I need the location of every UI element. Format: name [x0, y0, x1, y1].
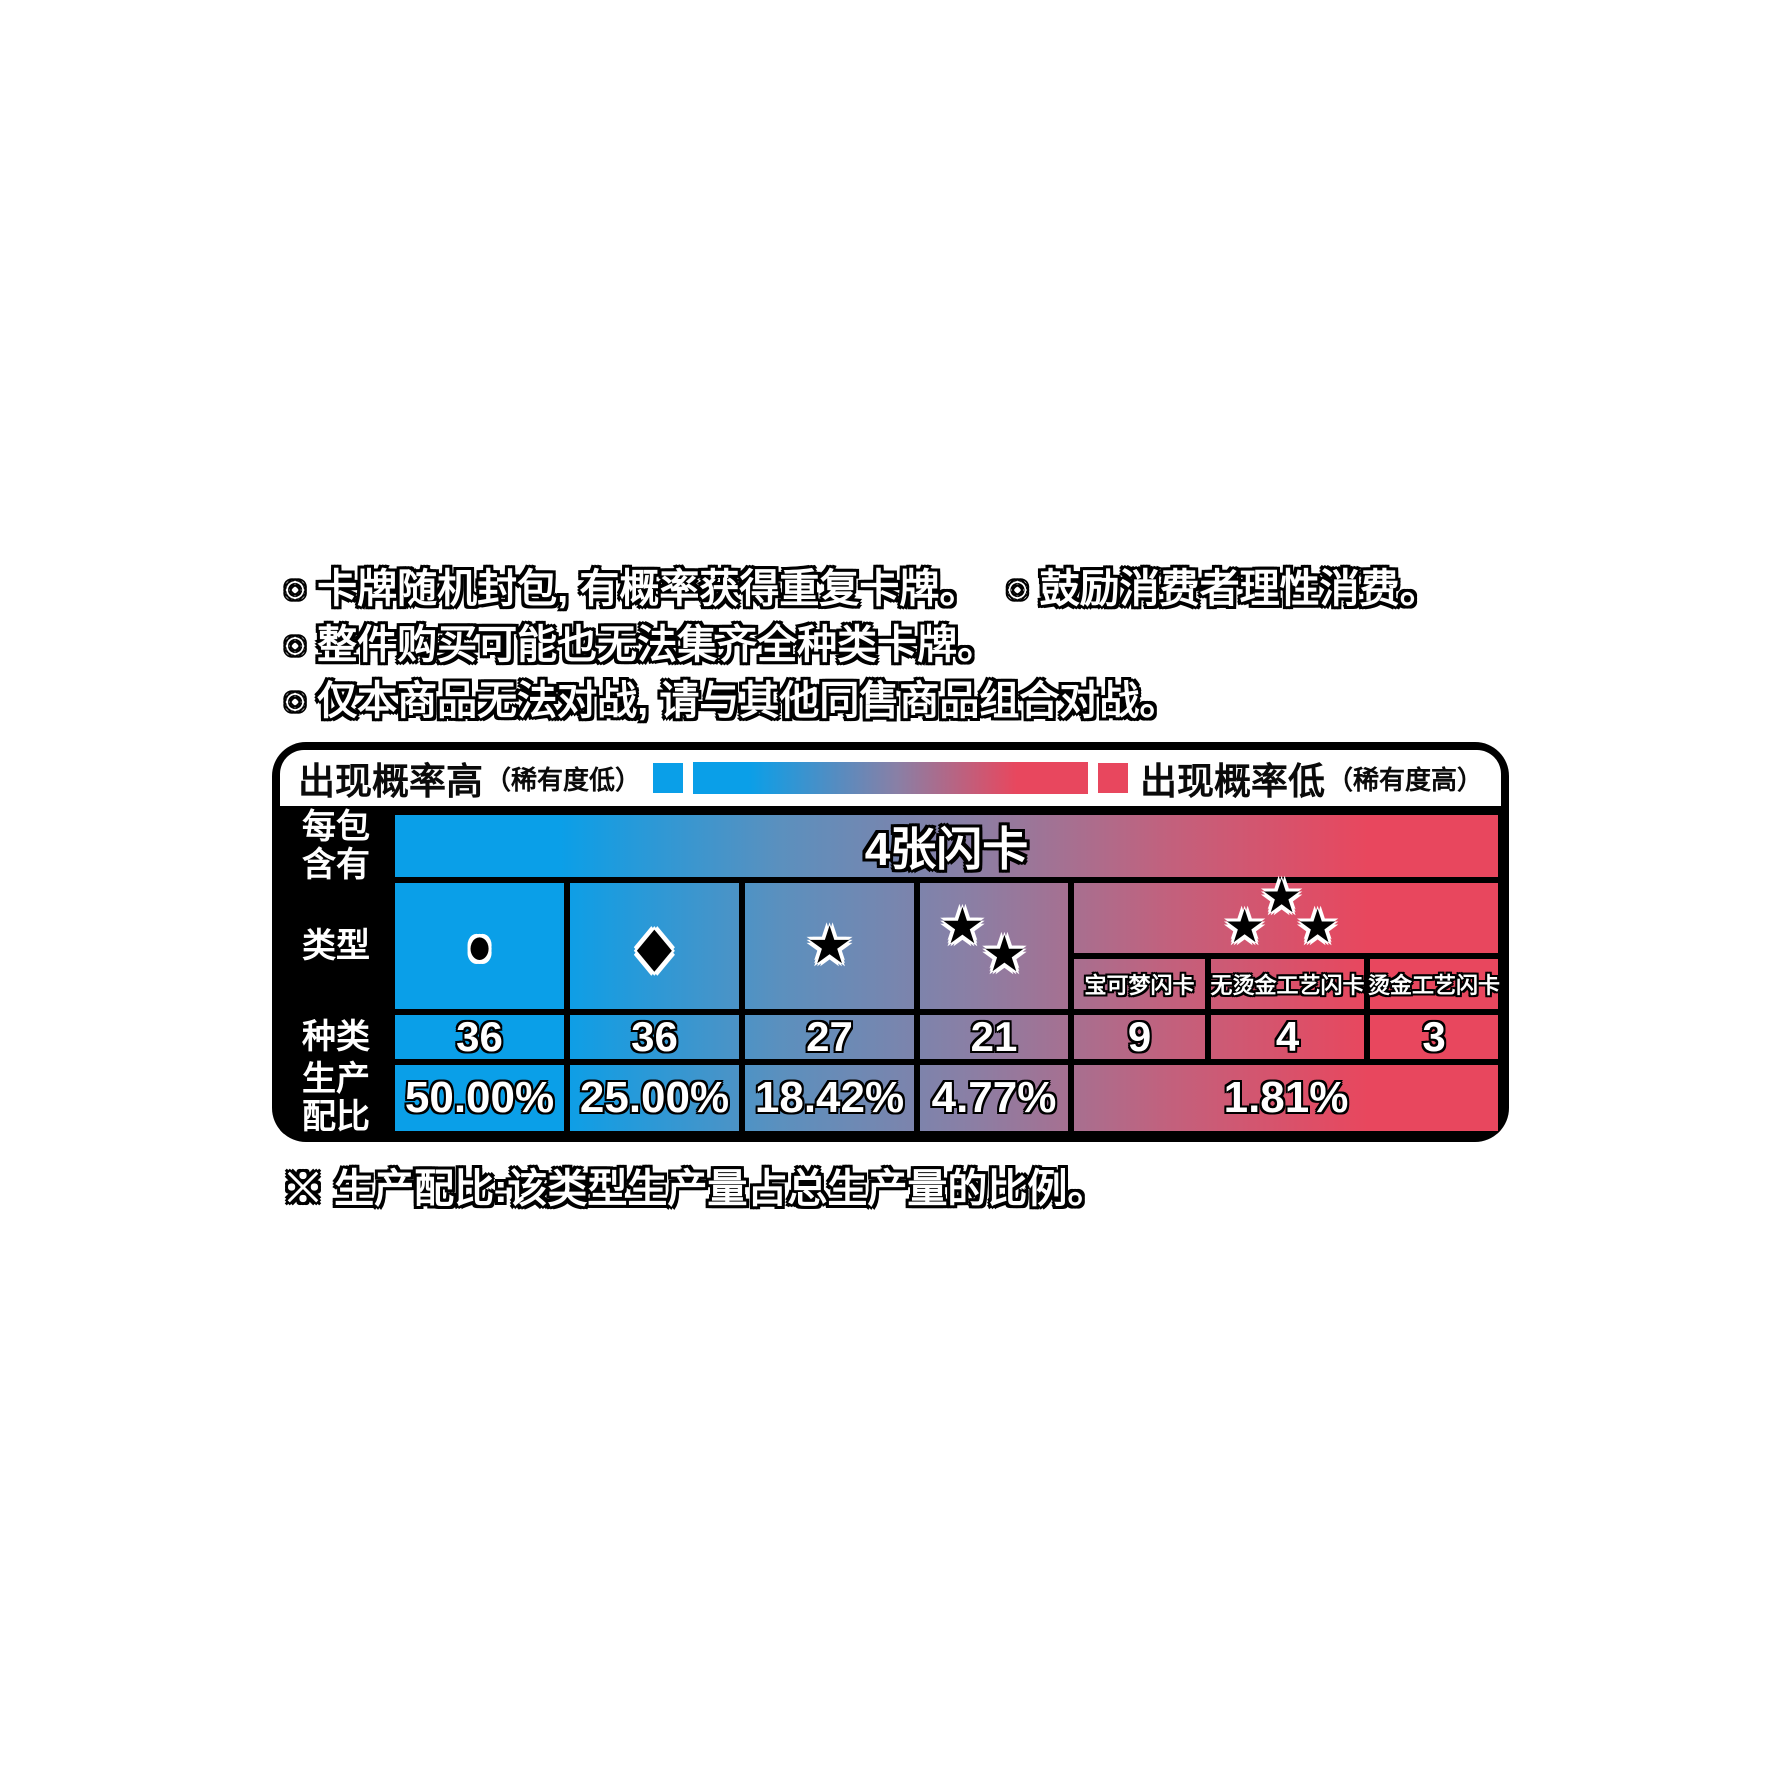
probability-table: 出现概率高 （稀有度低） 出现概率低 （稀有度高） 每包含有 4张闪卡 类型: [272, 742, 1509, 1142]
probability-gradient-bar: [693, 762, 1088, 794]
high-probability-label: 出现概率高: [298, 761, 483, 802]
row-label-ratio: 生产配比: [280, 1059, 392, 1136]
star-icon: ★: [940, 898, 985, 954]
bullet-circle-icon: ○: [283, 623, 308, 667]
kinds-cell: 36: [392, 1012, 567, 1062]
ratio-cell: 4.77%: [917, 1062, 1071, 1134]
star-icon: ★: [982, 926, 1027, 982]
notice-item: ○ 鼓励消费者理性消费。: [1005, 566, 1439, 612]
bullet-circle-icon: ○: [283, 567, 308, 611]
row-label-text: 类型: [302, 926, 370, 965]
kinds-cell: 36: [567, 1012, 742, 1062]
table-body: 每包含有 4张闪卡 类型 ● ◆ ★ ★: [280, 808, 1501, 1136]
kinds-cell: 21: [917, 1012, 1071, 1062]
per-pack-value-cell: 4张闪卡: [392, 812, 1501, 880]
ratio-cell: 25.00%: [567, 1062, 742, 1134]
row-label-kinds: 种类: [280, 1012, 392, 1062]
footnote: ※ 生产配比:该类型生产量占总生产量的比例。: [283, 1167, 1108, 1211]
row-label-text: 每包含有: [302, 807, 370, 884]
three-star-group: ★ ★ ★: [1211, 873, 1361, 953]
kinds-cell: 9: [1071, 1012, 1208, 1062]
gradient-underlay: [392, 812, 1501, 1134]
high-probability-swatch: [653, 763, 684, 793]
rare-sub-label-pokemon: 宝可梦闪卡: [1071, 956, 1208, 1012]
notice-line-1: ○ 卡牌随机封包, 有概率获得重复卡牌。 ○ 鼓励消费者理性消费。: [283, 566, 1466, 612]
type-cell-diamond: ◆: [567, 880, 742, 1012]
low-probability-note: （稀有度高）: [1326, 764, 1483, 795]
kinds-cell: 3: [1367, 1012, 1501, 1062]
star-icon: ★: [806, 917, 853, 975]
rare-sub-label-foil: 烫金工艺闪卡: [1367, 956, 1501, 1012]
row-label-per-pack: 每包含有: [280, 808, 392, 884]
type-cell-two-star: ★ ★: [917, 880, 1071, 1012]
two-star-group: ★ ★: [940, 899, 1048, 993]
row-label-type: 类型: [280, 880, 392, 1012]
diamond-icon: ◆: [636, 914, 673, 978]
low-probability-label: 出现概率低: [1139, 761, 1325, 802]
low-probability-swatch: [1097, 763, 1128, 793]
notice-line-2: ○ 整件购买可能也无法集齐全种类卡牌。: [283, 622, 1466, 668]
ratio-cell: 50.00%: [392, 1062, 567, 1134]
ratio-rare-combined-cell: 1.81%: [1071, 1062, 1501, 1134]
circle-icon: ●: [466, 916, 493, 975]
rare-sub-label-no-foil: 无烫金工艺闪卡: [1208, 956, 1367, 1012]
type-cell-three-star: ★ ★ ★: [1071, 873, 1501, 956]
notice-item: ○ 整件购买可能也无法集齐全种类卡牌。: [283, 622, 997, 668]
kinds-cell: 4: [1208, 1012, 1367, 1062]
notice-text: 仅本商品无法对战, 请与其他同售商品组合对战。: [317, 679, 1180, 723]
bullet-circle-icon: ○: [283, 679, 308, 723]
type-cell-circle: ●: [392, 880, 567, 1012]
table-grid: 每包含有 4张闪卡 类型 ● ◆ ★ ★: [280, 808, 1501, 1136]
ratio-cell: 18.42%: [742, 1062, 917, 1134]
star-icon: ★: [1297, 900, 1339, 952]
star-icon: ★: [1261, 870, 1303, 922]
notice-item: ○ 卡牌随机封包, 有概率获得重复卡牌。: [283, 566, 979, 612]
star-icon: ★: [1224, 900, 1266, 952]
notice-item: ○ 仅本商品无法对战, 请与其他同售商品组合对战。: [283, 678, 1179, 724]
notice-text: 鼓励消费者理性消费。: [1039, 567, 1440, 611]
notice-text: 整件购买可能也无法集齐全种类卡牌。: [317, 623, 998, 667]
notice-line-3: ○ 仅本商品无法对战, 请与其他同售商品组合对战。: [283, 678, 1466, 724]
row-label-text: 生产配比: [302, 1059, 370, 1136]
row-label-text: 种类: [302, 1017, 370, 1056]
kinds-cell: 27: [742, 1012, 917, 1062]
bullet-circle-icon: ○: [1005, 567, 1030, 611]
high-probability-note: （稀有度低）: [485, 764, 642, 795]
type-cell-one-star: ★: [742, 880, 917, 1012]
notice-list: ○ 卡牌随机封包, 有概率获得重复卡牌。 ○ 鼓励消费者理性消费。 ○ 整件购买…: [283, 566, 1466, 734]
probability-legend: 出现概率高 （稀有度低） 出现概率低 （稀有度高）: [280, 750, 1501, 806]
notice-text: 卡牌随机封包, 有概率获得重复卡牌。: [317, 567, 980, 611]
